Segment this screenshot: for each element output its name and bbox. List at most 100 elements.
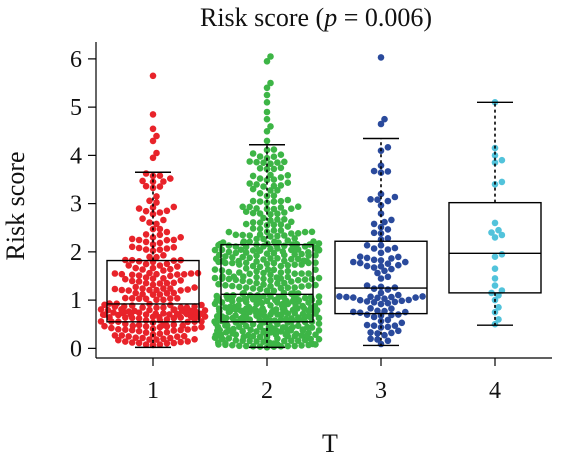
- data-point: [153, 193, 160, 200]
- data-point: [267, 160, 274, 167]
- data-point: [222, 253, 229, 260]
- data-point: [288, 205, 295, 212]
- data-point: [294, 337, 302, 345]
- data-point: [249, 150, 257, 157]
- data-point: [149, 275, 157, 283]
- data-point: [170, 339, 178, 347]
- data-point: [374, 269, 381, 277]
- data-point: [149, 137, 157, 145]
- data-point: [350, 294, 357, 301]
- data-point: [291, 342, 299, 350]
- data-point: [183, 304, 191, 311]
- data-point: [277, 197, 285, 205]
- data-point: [260, 281, 267, 288]
- data-point: [97, 306, 105, 313]
- data-point: [99, 311, 107, 319]
- data-point: [246, 278, 253, 286]
- data-point: [110, 309, 117, 316]
- data-point: [256, 263, 264, 271]
- data-point: [279, 324, 287, 331]
- data-point: [153, 336, 160, 343]
- data-point: [377, 249, 385, 257]
- data-point: [377, 263, 385, 270]
- data-point: [149, 111, 157, 118]
- data-point: [184, 286, 191, 293]
- data-point: [146, 336, 153, 343]
- data-point: [284, 172, 292, 179]
- data-point: [288, 278, 295, 285]
- data-point: [253, 235, 260, 243]
- data-point: [229, 282, 236, 290]
- data-point: [263, 297, 271, 305]
- data-point: [281, 158, 288, 166]
- data-point: [274, 254, 281, 262]
- data-point: [249, 332, 257, 340]
- data-point: [267, 233, 274, 240]
- data-point: [167, 175, 174, 182]
- data-point: [256, 225, 264, 233]
- data-point: [374, 307, 381, 315]
- data-point: [122, 314, 129, 321]
- data-point: [267, 211, 274, 218]
- data-point: [163, 290, 171, 297]
- data-point: [384, 144, 392, 151]
- data-point: [367, 293, 374, 301]
- data-point: [253, 158, 260, 166]
- data-point: [160, 275, 167, 282]
- data-point: [142, 323, 150, 330]
- data-point: [294, 322, 302, 330]
- data-point: [256, 175, 264, 182]
- data-point: [398, 297, 406, 305]
- data-point: [232, 337, 240, 344]
- data-point: [491, 275, 499, 282]
- data-point: [270, 259, 278, 267]
- data-point: [491, 253, 499, 260]
- data-point: [149, 234, 157, 241]
- data-point: [170, 244, 178, 251]
- data-point: [122, 275, 129, 283]
- data-point: [222, 282, 229, 289]
- data-point: [153, 286, 160, 294]
- data-point: [263, 146, 271, 154]
- data-point: [294, 230, 302, 237]
- data-point: [288, 315, 296, 322]
- data-point: [115, 326, 122, 333]
- data-point: [495, 304, 502, 311]
- data-point: [229, 341, 236, 349]
- data-point: [298, 332, 305, 339]
- data-point: [180, 271, 188, 278]
- data-point: [156, 183, 164, 190]
- data-point: [167, 301, 174, 309]
- data-point: [254, 292, 261, 299]
- data-point: [270, 146, 278, 153]
- data-point: [160, 252, 167, 259]
- data-point: [294, 276, 302, 284]
- data-point: [132, 334, 139, 342]
- data-point: [300, 257, 308, 265]
- data-point: [370, 245, 378, 252]
- data-point: [263, 99, 271, 106]
- data-point: [149, 241, 157, 248]
- data-point: [101, 322, 108, 330]
- data-point: [246, 270, 253, 278]
- data-point: [239, 231, 246, 239]
- data-point: [160, 216, 167, 224]
- data-point: [284, 262, 292, 269]
- data-point: [305, 270, 312, 277]
- data-point: [367, 329, 374, 336]
- data-point: [211, 246, 219, 254]
- data-point: [294, 290, 302, 297]
- data-point: [388, 293, 395, 301]
- data-point: [142, 329, 150, 336]
- data-point: [101, 301, 108, 309]
- x-tick-label: 3: [375, 378, 387, 404]
- data-point: [294, 314, 302, 321]
- data-point: [128, 277, 136, 285]
- data-point: [270, 227, 278, 234]
- data-point: [146, 286, 153, 294]
- data-point: [249, 172, 257, 180]
- data-point: [384, 316, 392, 324]
- data-point: [270, 266, 278, 274]
- data-point: [237, 246, 245, 253]
- data-point: [122, 326, 129, 334]
